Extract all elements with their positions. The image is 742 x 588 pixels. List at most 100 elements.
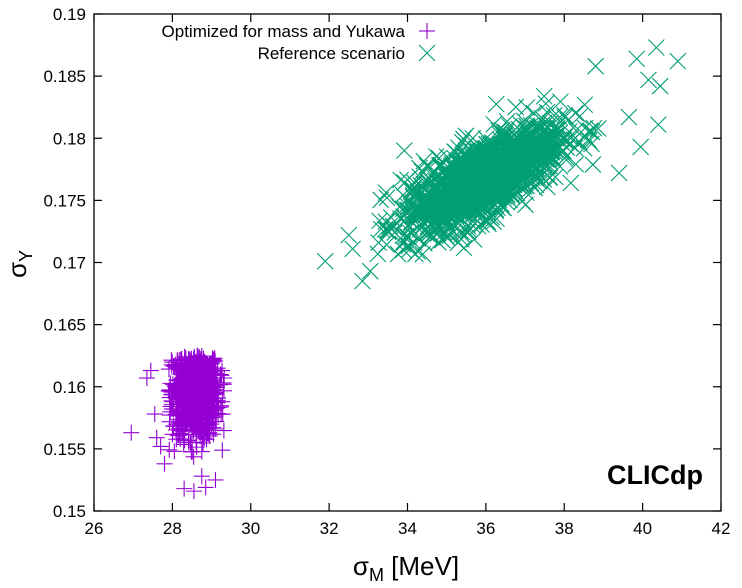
- data-point: [449, 139, 467, 156]
- data-point: [490, 122, 508, 140]
- data-point: [480, 215, 497, 233]
- data-point: [515, 112, 533, 130]
- data-point: [175, 390, 192, 407]
- data-point: [589, 120, 607, 137]
- data-point: [490, 125, 508, 143]
- data-point: [480, 208, 497, 226]
- data-point: [171, 417, 188, 434]
- data-point-outlier: [344, 240, 362, 258]
- data-point-outlier: [340, 226, 358, 244]
- data-point: [584, 156, 602, 173]
- data-point: [208, 386, 225, 403]
- data-point: [502, 174, 520, 191]
- data-point: [487, 95, 505, 113]
- data-point: [173, 360, 190, 377]
- data-point: [200, 409, 217, 426]
- data-point-outlier: [146, 406, 163, 423]
- y-tick-label: 0.16: [53, 378, 86, 397]
- data-point-outlier: [651, 77, 669, 95]
- data-point: [465, 188, 483, 206]
- data-point-outlier: [649, 116, 667, 133]
- data-point: [215, 376, 232, 393]
- data-point: [506, 180, 523, 198]
- data-point-outlier: [138, 370, 155, 387]
- data-point-outlier: [197, 479, 214, 496]
- data-point: [520, 153, 537, 171]
- data-point: [201, 427, 218, 444]
- data-point-outlier: [193, 468, 210, 485]
- data-point: [162, 375, 179, 392]
- data-point: [552, 93, 569, 111]
- data-point: [188, 421, 205, 438]
- data-point: [378, 189, 396, 207]
- data-point: [442, 182, 459, 199]
- data-point: [213, 406, 230, 423]
- data-point: [508, 158, 526, 176]
- data-point-outlier: [628, 50, 646, 68]
- data-point: [384, 217, 402, 235]
- data-point: [444, 205, 462, 223]
- data-point-outlier: [156, 455, 173, 472]
- data-point: [460, 221, 478, 239]
- data-point: [583, 123, 601, 141]
- data-point: [571, 107, 589, 125]
- data-point: [399, 228, 417, 246]
- data-point-outlier: [185, 483, 202, 500]
- y-tick-label: 0.15: [53, 502, 86, 521]
- data-point: [510, 120, 528, 138]
- data-point: [550, 109, 568, 126]
- data-point: [193, 390, 210, 407]
- data-point: [177, 403, 194, 420]
- x-tick-label: 34: [398, 519, 417, 538]
- data-point: [214, 362, 231, 379]
- data-point: [576, 96, 594, 114]
- data-point-outlier: [669, 52, 687, 70]
- data-point: [562, 130, 580, 147]
- data-point: [392, 171, 410, 189]
- y-tick-label: 0.19: [53, 5, 86, 24]
- data-point: [522, 174, 540, 192]
- data-point: [445, 187, 462, 205]
- data-point: [167, 384, 184, 401]
- data-point: [434, 209, 451, 227]
- data-point: [176, 348, 193, 365]
- data-point-outlier: [176, 480, 193, 497]
- data-point: [394, 241, 412, 259]
- y-tick-label: 0.175: [43, 191, 86, 210]
- data-point: [421, 175, 438, 193]
- data-point: [164, 354, 181, 371]
- x-tick-label: 32: [320, 519, 339, 538]
- y-tick-label: 0.17: [53, 254, 86, 273]
- data-point: [377, 213, 395, 230]
- data-point: [517, 131, 535, 149]
- data-point: [185, 419, 202, 436]
- data-point: [161, 413, 178, 430]
- data-point: [455, 130, 472, 148]
- data-point: [180, 432, 197, 449]
- data-point: [192, 353, 209, 370]
- data-point: [514, 165, 532, 183]
- data-point: [562, 174, 580, 192]
- data-point: [202, 355, 219, 372]
- data-point: [400, 237, 418, 255]
- data-point: [452, 193, 469, 211]
- data-point: [426, 172, 444, 190]
- data-point: [500, 147, 518, 165]
- data-point: [461, 163, 479, 180]
- data-point: [504, 133, 522, 150]
- data-point: [204, 400, 221, 417]
- data-point: [540, 169, 558, 186]
- data-point: [201, 371, 218, 388]
- legend-marker-cross: [418, 44, 436, 62]
- data-point-outlier: [152, 438, 169, 455]
- data-point-outlier: [361, 262, 379, 280]
- data-point: [185, 448, 202, 465]
- data-point: [546, 168, 564, 186]
- data-point: [172, 430, 189, 447]
- data-point: [204, 354, 221, 371]
- data-point-outlier: [610, 164, 628, 182]
- data-point: [180, 367, 197, 384]
- y-tick-label: 0.185: [43, 67, 86, 86]
- data-point-outlier: [620, 108, 638, 126]
